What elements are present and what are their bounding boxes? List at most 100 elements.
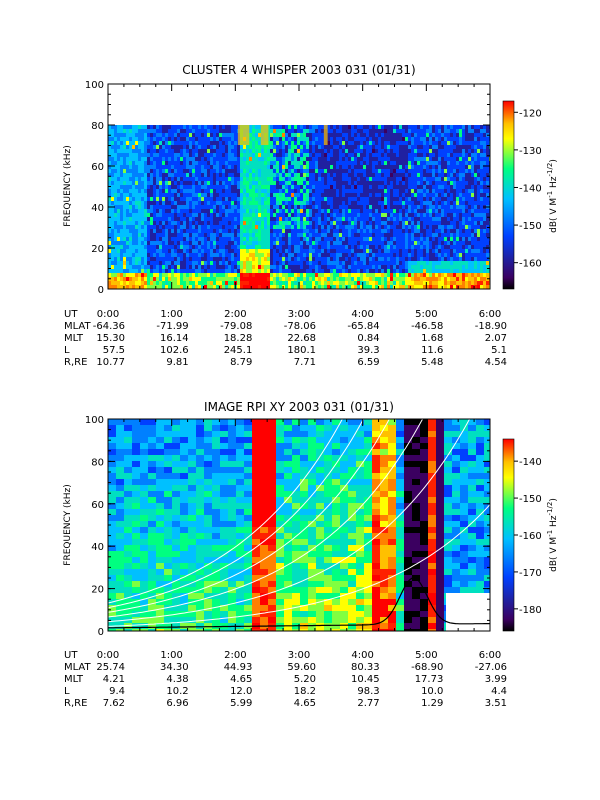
panel1-heat-cell: [468, 157, 471, 161]
panel1-heat-cell: [399, 265, 402, 269]
panel1-heat-cell: [138, 157, 141, 161]
panel1-heat-cell: [237, 209, 240, 213]
panel1-heat-cell: [426, 237, 429, 241]
panel1-heat-cell: [450, 177, 453, 181]
panel1-heat-cell: [156, 193, 159, 197]
panel1-heat-cell: [342, 161, 345, 165]
panel1-heat-cell: [237, 221, 240, 225]
panel1-heat-cell: [279, 269, 282, 273]
panel1-heat-cell: [378, 265, 381, 269]
panel1-heat-cell: [168, 213, 171, 217]
panel1-heat-cell: [399, 145, 402, 149]
panel1-heat-cell: [441, 269, 444, 273]
panel1-heat-cell: [231, 269, 234, 273]
panel1-heat-cell: [408, 257, 411, 261]
panel1-heat-cell: [216, 245, 219, 249]
panel1-heat-cell: [204, 189, 207, 193]
panel1-heat-cell: [159, 237, 162, 241]
panel1-heat-cell: [213, 137, 216, 141]
panel1-heat-cell: [210, 217, 213, 221]
panel1-heat-cell: [453, 257, 456, 261]
panel1-heat-cell: [180, 189, 183, 193]
panel1-heat-cell: [231, 157, 234, 161]
panel1-heat-cell: [324, 169, 327, 173]
panel1-heat-cell: [318, 277, 321, 281]
panel1-heat-cell: [264, 153, 267, 157]
panel1-heat-cell: [372, 237, 375, 241]
panel1-heat-cell: [147, 129, 150, 133]
panel1-heat-cell: [258, 177, 261, 181]
panel1-heat-cell: [135, 281, 138, 285]
panel1-heat-cell: [339, 257, 342, 261]
panel1-heat-cell: [402, 245, 405, 249]
panel1-heat-cell: [306, 205, 309, 209]
panel1-heat-cell: [408, 265, 411, 269]
panel1-heat-cell: [249, 173, 252, 177]
panel1-heat-cell: [435, 241, 438, 245]
panel1-heat-cell: [144, 137, 147, 141]
panel1-heat-cell: [417, 157, 420, 161]
panel1-heat-cell: [114, 237, 117, 241]
panel1-heat-cell: [255, 169, 258, 173]
panel1-heat-cell: [159, 265, 162, 269]
panel1-heat-cell: [165, 165, 168, 169]
panel1-heat-cell: [177, 233, 180, 237]
panel1-heat-cell: [366, 213, 369, 217]
panel1-heat-cell: [375, 141, 378, 145]
panel1-heat-cell: [216, 193, 219, 197]
panel1-heat-cell: [339, 125, 342, 129]
panel1-heat-cell: [177, 229, 180, 233]
panel1-heat-cell: [210, 205, 213, 209]
panel1-heat-cell: [234, 133, 237, 137]
panel1-heat-cell: [159, 177, 162, 181]
panel1-heat-cell: [417, 169, 420, 173]
panel1-heat-cell: [348, 193, 351, 197]
panel1-heat-cell: [276, 285, 279, 289]
panel1-heat-cell: [108, 273, 111, 277]
panel1-heat-cell: [255, 277, 258, 281]
panel1-heat-cell: [129, 273, 132, 277]
panel1-heat-cell: [333, 221, 336, 225]
panel1-heat-cell: [375, 145, 378, 149]
panel1-heat-cell: [288, 213, 291, 217]
panel1-heat-cell: [306, 257, 309, 261]
panel1-heat-cell: [282, 213, 285, 217]
panel1-heat-cell: [411, 233, 414, 237]
panel1-heat-cell: [468, 205, 471, 209]
panel1-heat-cell: [318, 201, 321, 205]
panel1-heat-cell: [384, 265, 387, 269]
panel1-heat-cell: [180, 217, 183, 221]
panel1-heat-cell: [231, 225, 234, 229]
panel1-heat-cell: [282, 125, 285, 129]
panel1-heat-cell: [468, 245, 471, 249]
panel1-heat-cell: [309, 133, 312, 137]
panel1-heat-cell: [429, 277, 432, 281]
panel1-heat-cell: [321, 153, 324, 157]
panel1-heat-cell: [183, 285, 186, 289]
panel1-heat-cell: [390, 173, 393, 177]
panel1-heat-cell: [216, 185, 219, 189]
panel1-heat-cell: [432, 145, 435, 149]
panel1-heat-cell: [339, 197, 342, 201]
panel1-heat-cell: [270, 237, 273, 241]
panel1-heat-cell: [429, 269, 432, 273]
panel1-heat-cell: [306, 141, 309, 145]
panel1-heat-cell: [252, 277, 255, 281]
panel1-heat-cell: [303, 233, 306, 237]
panel1-heat-cell: [273, 169, 276, 173]
panel1-heat-cell: [222, 125, 225, 129]
panel1-heat-cell: [183, 197, 186, 201]
panel1-heat-cell: [318, 173, 321, 177]
panel1-heat-cell: [270, 245, 273, 249]
panel1-heat-cell: [108, 237, 111, 241]
panel1-heat-cell: [315, 237, 318, 241]
panel1-heat-cell: [399, 249, 402, 253]
panel1-heat-cell: [297, 237, 300, 241]
panel1-heat-cell: [321, 209, 324, 213]
panel1-heat-cell: [270, 229, 273, 233]
panel1-heat-cell: [219, 205, 222, 209]
panel1-heat-cell: [441, 145, 444, 149]
panel1-heat-cell: [405, 169, 408, 173]
panel1-heat-cell: [411, 205, 414, 209]
panel1-heat-cell: [456, 213, 459, 217]
